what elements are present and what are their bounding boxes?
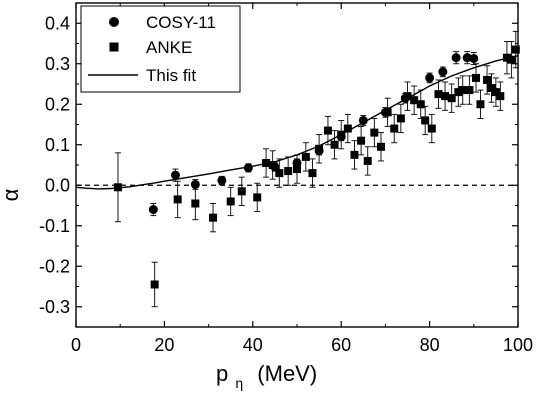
anke-point-marker [441,92,450,101]
anke-point-marker [507,55,516,64]
x-axis-title-main: p [216,361,228,386]
y-tick-label: 0.1 [45,135,70,155]
y-tick-label: -0.3 [39,297,70,317]
y-tick-label: -0.1 [39,216,70,236]
cosy-point-marker [438,67,448,77]
x-tick-label: 80 [420,335,440,355]
y-tick-label: -0.2 [39,256,70,276]
cosy-point-marker [358,115,368,125]
cosy-point-marker [243,163,253,173]
y-tick-label: 0.0 [45,175,70,195]
anke-point-marker [226,197,235,206]
anke-point-marker [502,53,511,62]
anke-point-marker [396,114,405,123]
anke-point-marker [357,136,366,145]
x-tick-label: 0 [71,335,81,355]
legend-marker-square [109,42,119,52]
anke-point-marker [427,124,436,133]
anke-point-marker [465,86,474,95]
anke-point-marker [434,90,443,99]
anke-point-marker [390,124,399,133]
anke-point-marker [268,161,277,169]
anke-point-marker [150,280,159,289]
legend-box [80,5,241,93]
anke-point-marker [472,73,481,82]
anke-point-marker [350,150,359,159]
anke-point-marker [262,158,271,167]
anke-point-marker [253,193,262,202]
anke-point-marker [363,156,372,165]
anke-point-marker [370,128,379,137]
anke-point-marker [458,86,467,95]
y-tick-label: 0.3 [45,54,70,74]
x-axis-title-subscript: η [235,375,243,391]
anke-point-marker [275,169,284,178]
cosy-point-marker [190,179,200,189]
x-tick-label: 40 [243,335,263,355]
anke-point-marker [476,100,485,109]
cosy-point-marker [148,205,158,215]
anke-point-marker [410,96,419,105]
cosy-point-marker [425,73,435,83]
legend-label-anke: ANKE [146,38,192,57]
anke-point-marker [284,167,293,176]
anke-point-marker [237,187,246,196]
marker-layer [113,45,520,289]
x-tick-label: 100 [503,335,533,355]
anke-point-marker [416,100,425,109]
anke-point-marker [209,213,218,222]
cosy-point-marker [462,53,472,63]
anke-point-marker [323,126,332,135]
anke-point-marker [496,92,505,101]
anke-point-marker [483,75,492,84]
anke-point-marker [511,45,520,54]
legend: COSY-11 ANKE This fit [80,5,241,93]
anke-point-marker [487,84,496,93]
anke-point-marker [293,165,301,174]
anke-point-marker [308,169,317,178]
anke-point-marker [383,108,392,117]
y-axis-title: α [0,188,23,201]
cosy-point-marker [170,170,180,180]
anke-point-marker [191,199,200,208]
legend-label-fit: This fit [146,66,196,85]
anke-point-marker [315,144,324,153]
anke-point-marker [491,88,500,97]
anke-point-marker [173,195,182,204]
anke-point-marker [301,152,310,161]
x-axis-title-unit: (MeV) [257,361,317,386]
anke-point-marker [454,88,463,97]
tick-label-layer: 0 20 40 60 80 100 -0.3 -0.2 -0.1 0.0 0.1 0.2 0.3 0.4 [39,13,533,355]
anke-point-marker [421,116,430,125]
cosy-point-marker [469,53,479,63]
legend-marker-circle [109,17,119,27]
anke-point-marker [403,92,412,101]
anke-point-marker [343,124,352,133]
anke-point-marker [447,94,456,103]
cosy-point-marker [451,53,461,63]
legend-label-cosy: COSY-11 [146,13,216,32]
x-axis-title: p η (MeV) [216,361,317,393]
x-tick-label: 20 [154,335,174,355]
anke-point-marker [330,140,339,149]
y-tick-label: 0.2 [45,94,70,114]
anke-point-marker [337,130,346,139]
anke-point-marker [113,183,122,192]
cosy-point-marker [217,175,227,185]
x-tick-label: 60 [331,335,351,355]
y-tick-label: 0.4 [45,13,70,33]
anke-point-marker [376,142,385,151]
